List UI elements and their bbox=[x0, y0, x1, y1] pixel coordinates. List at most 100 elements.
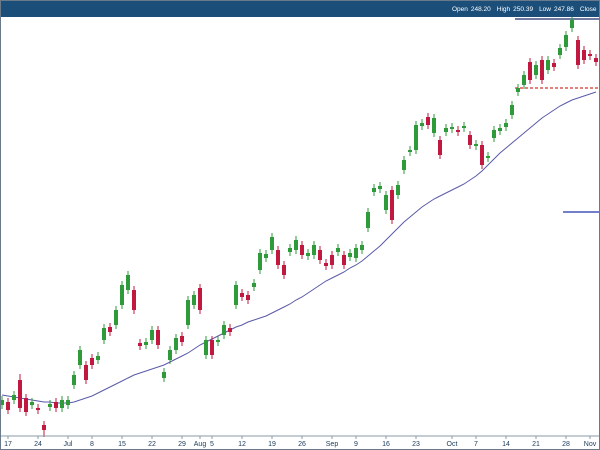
candle-body bbox=[360, 245, 364, 250]
stat-value: 248.20 bbox=[471, 6, 491, 13]
x-tick-label: 19 bbox=[268, 441, 276, 448]
x-tick-label: 9 bbox=[354, 441, 358, 448]
candle-body bbox=[264, 254, 268, 258]
candle-body bbox=[240, 293, 244, 297]
x-tick-label: Jul bbox=[64, 441, 73, 448]
candle-body bbox=[288, 248, 292, 252]
x-tick-label: 14 bbox=[502, 441, 510, 448]
candle-body bbox=[444, 128, 448, 132]
candle-body bbox=[114, 310, 118, 325]
candle-body bbox=[552, 63, 556, 67]
candle-body bbox=[528, 62, 532, 80]
candle-body bbox=[534, 65, 538, 75]
candle-body bbox=[366, 212, 370, 228]
candle-body bbox=[228, 328, 232, 332]
stat-label: Close bbox=[580, 6, 597, 13]
x-tick-label: 23 bbox=[412, 441, 420, 448]
candle-body bbox=[120, 285, 124, 305]
candle-body bbox=[420, 123, 424, 126]
candle-body bbox=[564, 35, 568, 47]
candle-body bbox=[96, 356, 100, 360]
candle-body bbox=[402, 160, 406, 170]
candle-body bbox=[54, 402, 58, 408]
candle-body bbox=[126, 275, 130, 290]
candle-body bbox=[6, 402, 10, 410]
x-tick-label: Oct bbox=[447, 441, 458, 448]
candle-body bbox=[162, 372, 166, 378]
candle-body bbox=[450, 127, 454, 129]
x-tick-label: 21 bbox=[532, 441, 540, 448]
candle-body bbox=[312, 245, 316, 255]
candle-body bbox=[330, 255, 334, 265]
candle-body bbox=[504, 123, 508, 127]
candle-body bbox=[582, 50, 586, 60]
candle-body bbox=[204, 340, 208, 355]
candle-body bbox=[474, 144, 478, 146]
candle-body bbox=[42, 425, 46, 430]
candle-body bbox=[168, 350, 172, 360]
candle-body bbox=[480, 145, 484, 165]
candle-body bbox=[438, 140, 442, 155]
candle-body bbox=[180, 336, 184, 342]
candle-body bbox=[336, 248, 340, 252]
candle-body bbox=[198, 288, 202, 310]
candle-body bbox=[270, 237, 274, 250]
stat-value: 250.39 bbox=[513, 6, 533, 13]
x-tick-label: 26 bbox=[298, 441, 306, 448]
header-bar bbox=[0, 0, 600, 17]
x-tick-label: Nov bbox=[584, 441, 597, 448]
candle-body bbox=[348, 253, 352, 257]
candle-body bbox=[468, 135, 472, 145]
candle-body bbox=[174, 338, 178, 350]
candle-body bbox=[246, 295, 250, 300]
candle-body bbox=[108, 327, 112, 332]
candle-body bbox=[234, 285, 238, 305]
x-tick-label: 16 bbox=[382, 441, 390, 448]
candle-body bbox=[390, 190, 394, 220]
candle-body bbox=[432, 118, 436, 133]
candle-body bbox=[48, 404, 52, 407]
candle-body bbox=[588, 54, 592, 56]
moving-average bbox=[1, 91, 597, 404]
candle-body bbox=[384, 195, 388, 210]
x-tick-label: Aug bbox=[194, 441, 207, 448]
x-tick-label: 15 bbox=[118, 441, 126, 448]
stat-label: High bbox=[497, 6, 511, 13]
candle-body bbox=[18, 380, 22, 408]
candle-body bbox=[282, 265, 286, 275]
candle-body bbox=[540, 60, 544, 80]
candle-body bbox=[378, 186, 382, 189]
candle-body bbox=[12, 395, 16, 400]
candle-body bbox=[78, 350, 82, 365]
plot-area bbox=[0, 15, 600, 437]
x-tick-label: 5 bbox=[210, 441, 214, 448]
candle-body bbox=[510, 105, 514, 115]
candle-body bbox=[342, 255, 346, 265]
candle-body bbox=[462, 126, 466, 128]
candle-body bbox=[24, 398, 28, 412]
candle-body bbox=[294, 240, 298, 250]
candle-body bbox=[102, 328, 106, 340]
x-tick-label: 8 bbox=[90, 441, 94, 448]
candle-body bbox=[396, 185, 400, 195]
candle-body bbox=[594, 58, 598, 62]
candle-body bbox=[222, 325, 226, 335]
candle-body bbox=[324, 263, 328, 266]
candle-body bbox=[426, 117, 430, 125]
candle-body bbox=[546, 60, 550, 70]
candle-body bbox=[576, 40, 580, 65]
candle-body bbox=[36, 408, 40, 410]
stat-value: 247.86 bbox=[554, 6, 574, 13]
candle-body bbox=[0, 400, 4, 405]
candle-body bbox=[90, 358, 94, 365]
x-tick-label: 7 bbox=[474, 441, 478, 448]
x-tick-label: 29 bbox=[178, 441, 186, 448]
x-tick-label: 17 bbox=[4, 441, 12, 448]
candle-body bbox=[156, 330, 160, 345]
candle-body bbox=[372, 188, 376, 192]
candle-body bbox=[66, 400, 70, 405]
x-axis: 17 24 Jul 8 15 22 29 Aug 5 12 19 26 Sep 9 16 23 Oct 7 14 21… bbox=[4, 436, 597, 448]
candle-body bbox=[132, 290, 136, 310]
